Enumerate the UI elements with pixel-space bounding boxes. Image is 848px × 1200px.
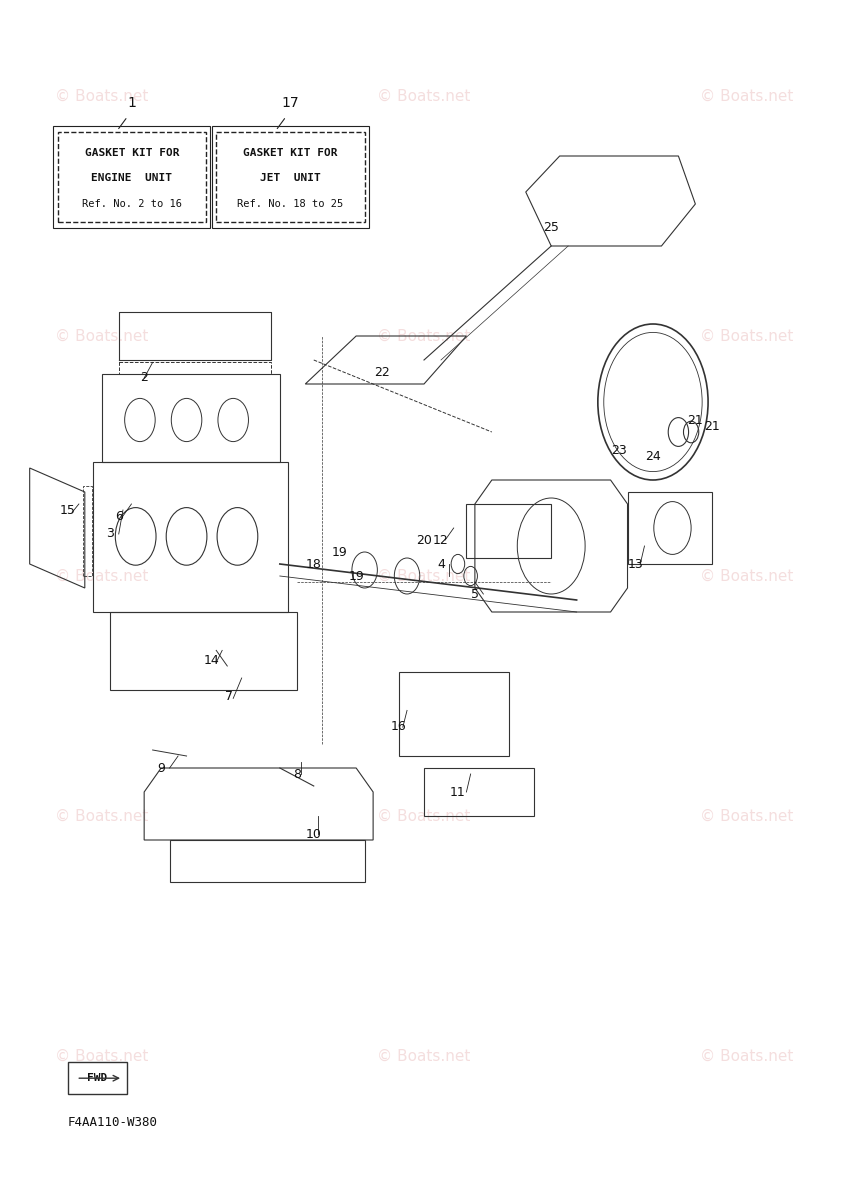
Text: GASKET KIT FOR: GASKET KIT FOR — [85, 148, 179, 157]
Text: © Boats.net: © Boats.net — [55, 89, 148, 103]
Text: 5: 5 — [471, 588, 479, 600]
Text: ENGINE  UNIT: ENGINE UNIT — [92, 173, 172, 184]
Text: © Boats.net: © Boats.net — [700, 89, 793, 103]
Text: FWD: FWD — [87, 1073, 108, 1084]
Text: 3: 3 — [106, 528, 114, 540]
Text: 21: 21 — [705, 420, 720, 432]
Text: 12: 12 — [433, 534, 449, 546]
Text: 14: 14 — [204, 654, 220, 666]
FancyBboxPatch shape — [216, 132, 365, 222]
Text: F4AA110-W380: F4AA110-W380 — [68, 1116, 158, 1128]
Text: © Boats.net: © Boats.net — [55, 809, 148, 823]
Text: 18: 18 — [306, 558, 321, 570]
Text: © Boats.net: © Boats.net — [377, 569, 471, 583]
Text: © Boats.net: © Boats.net — [55, 569, 148, 583]
Text: © Boats.net: © Boats.net — [377, 1049, 471, 1063]
Text: 20: 20 — [416, 534, 432, 546]
Text: © Boats.net: © Boats.net — [700, 809, 793, 823]
Text: 8: 8 — [293, 768, 301, 780]
Text: Ref. No. 18 to 25: Ref. No. 18 to 25 — [237, 199, 343, 209]
Text: © Boats.net: © Boats.net — [700, 569, 793, 583]
Text: 10: 10 — [306, 828, 321, 840]
Text: 7: 7 — [225, 690, 233, 702]
Text: 19: 19 — [349, 570, 364, 582]
Text: 16: 16 — [391, 720, 406, 732]
Text: 21: 21 — [688, 414, 703, 426]
Text: © Boats.net: © Boats.net — [377, 809, 471, 823]
Text: Ref. No. 2 to 16: Ref. No. 2 to 16 — [82, 199, 181, 209]
Text: © Boats.net: © Boats.net — [377, 89, 471, 103]
Text: GASKET KIT FOR: GASKET KIT FOR — [243, 148, 338, 157]
FancyBboxPatch shape — [58, 132, 206, 222]
Text: 9: 9 — [157, 762, 165, 774]
Text: 25: 25 — [544, 222, 559, 234]
Text: 13: 13 — [628, 558, 644, 570]
Text: 4: 4 — [437, 558, 445, 570]
Text: © Boats.net: © Boats.net — [55, 1049, 148, 1063]
Text: 22: 22 — [374, 366, 389, 378]
Text: 17: 17 — [282, 96, 299, 110]
Text: 6: 6 — [114, 510, 123, 522]
Text: 23: 23 — [611, 444, 627, 456]
Text: 19: 19 — [332, 546, 347, 558]
Text: JET  UNIT: JET UNIT — [260, 173, 321, 184]
Text: © Boats.net: © Boats.net — [700, 329, 793, 343]
Text: 15: 15 — [60, 504, 75, 516]
Text: 11: 11 — [450, 786, 466, 798]
Text: 2: 2 — [140, 372, 148, 384]
Text: © Boats.net: © Boats.net — [55, 329, 148, 343]
Text: © Boats.net: © Boats.net — [377, 329, 471, 343]
Text: 1: 1 — [127, 96, 137, 110]
Text: © Boats.net: © Boats.net — [700, 1049, 793, 1063]
Text: 24: 24 — [645, 450, 661, 462]
